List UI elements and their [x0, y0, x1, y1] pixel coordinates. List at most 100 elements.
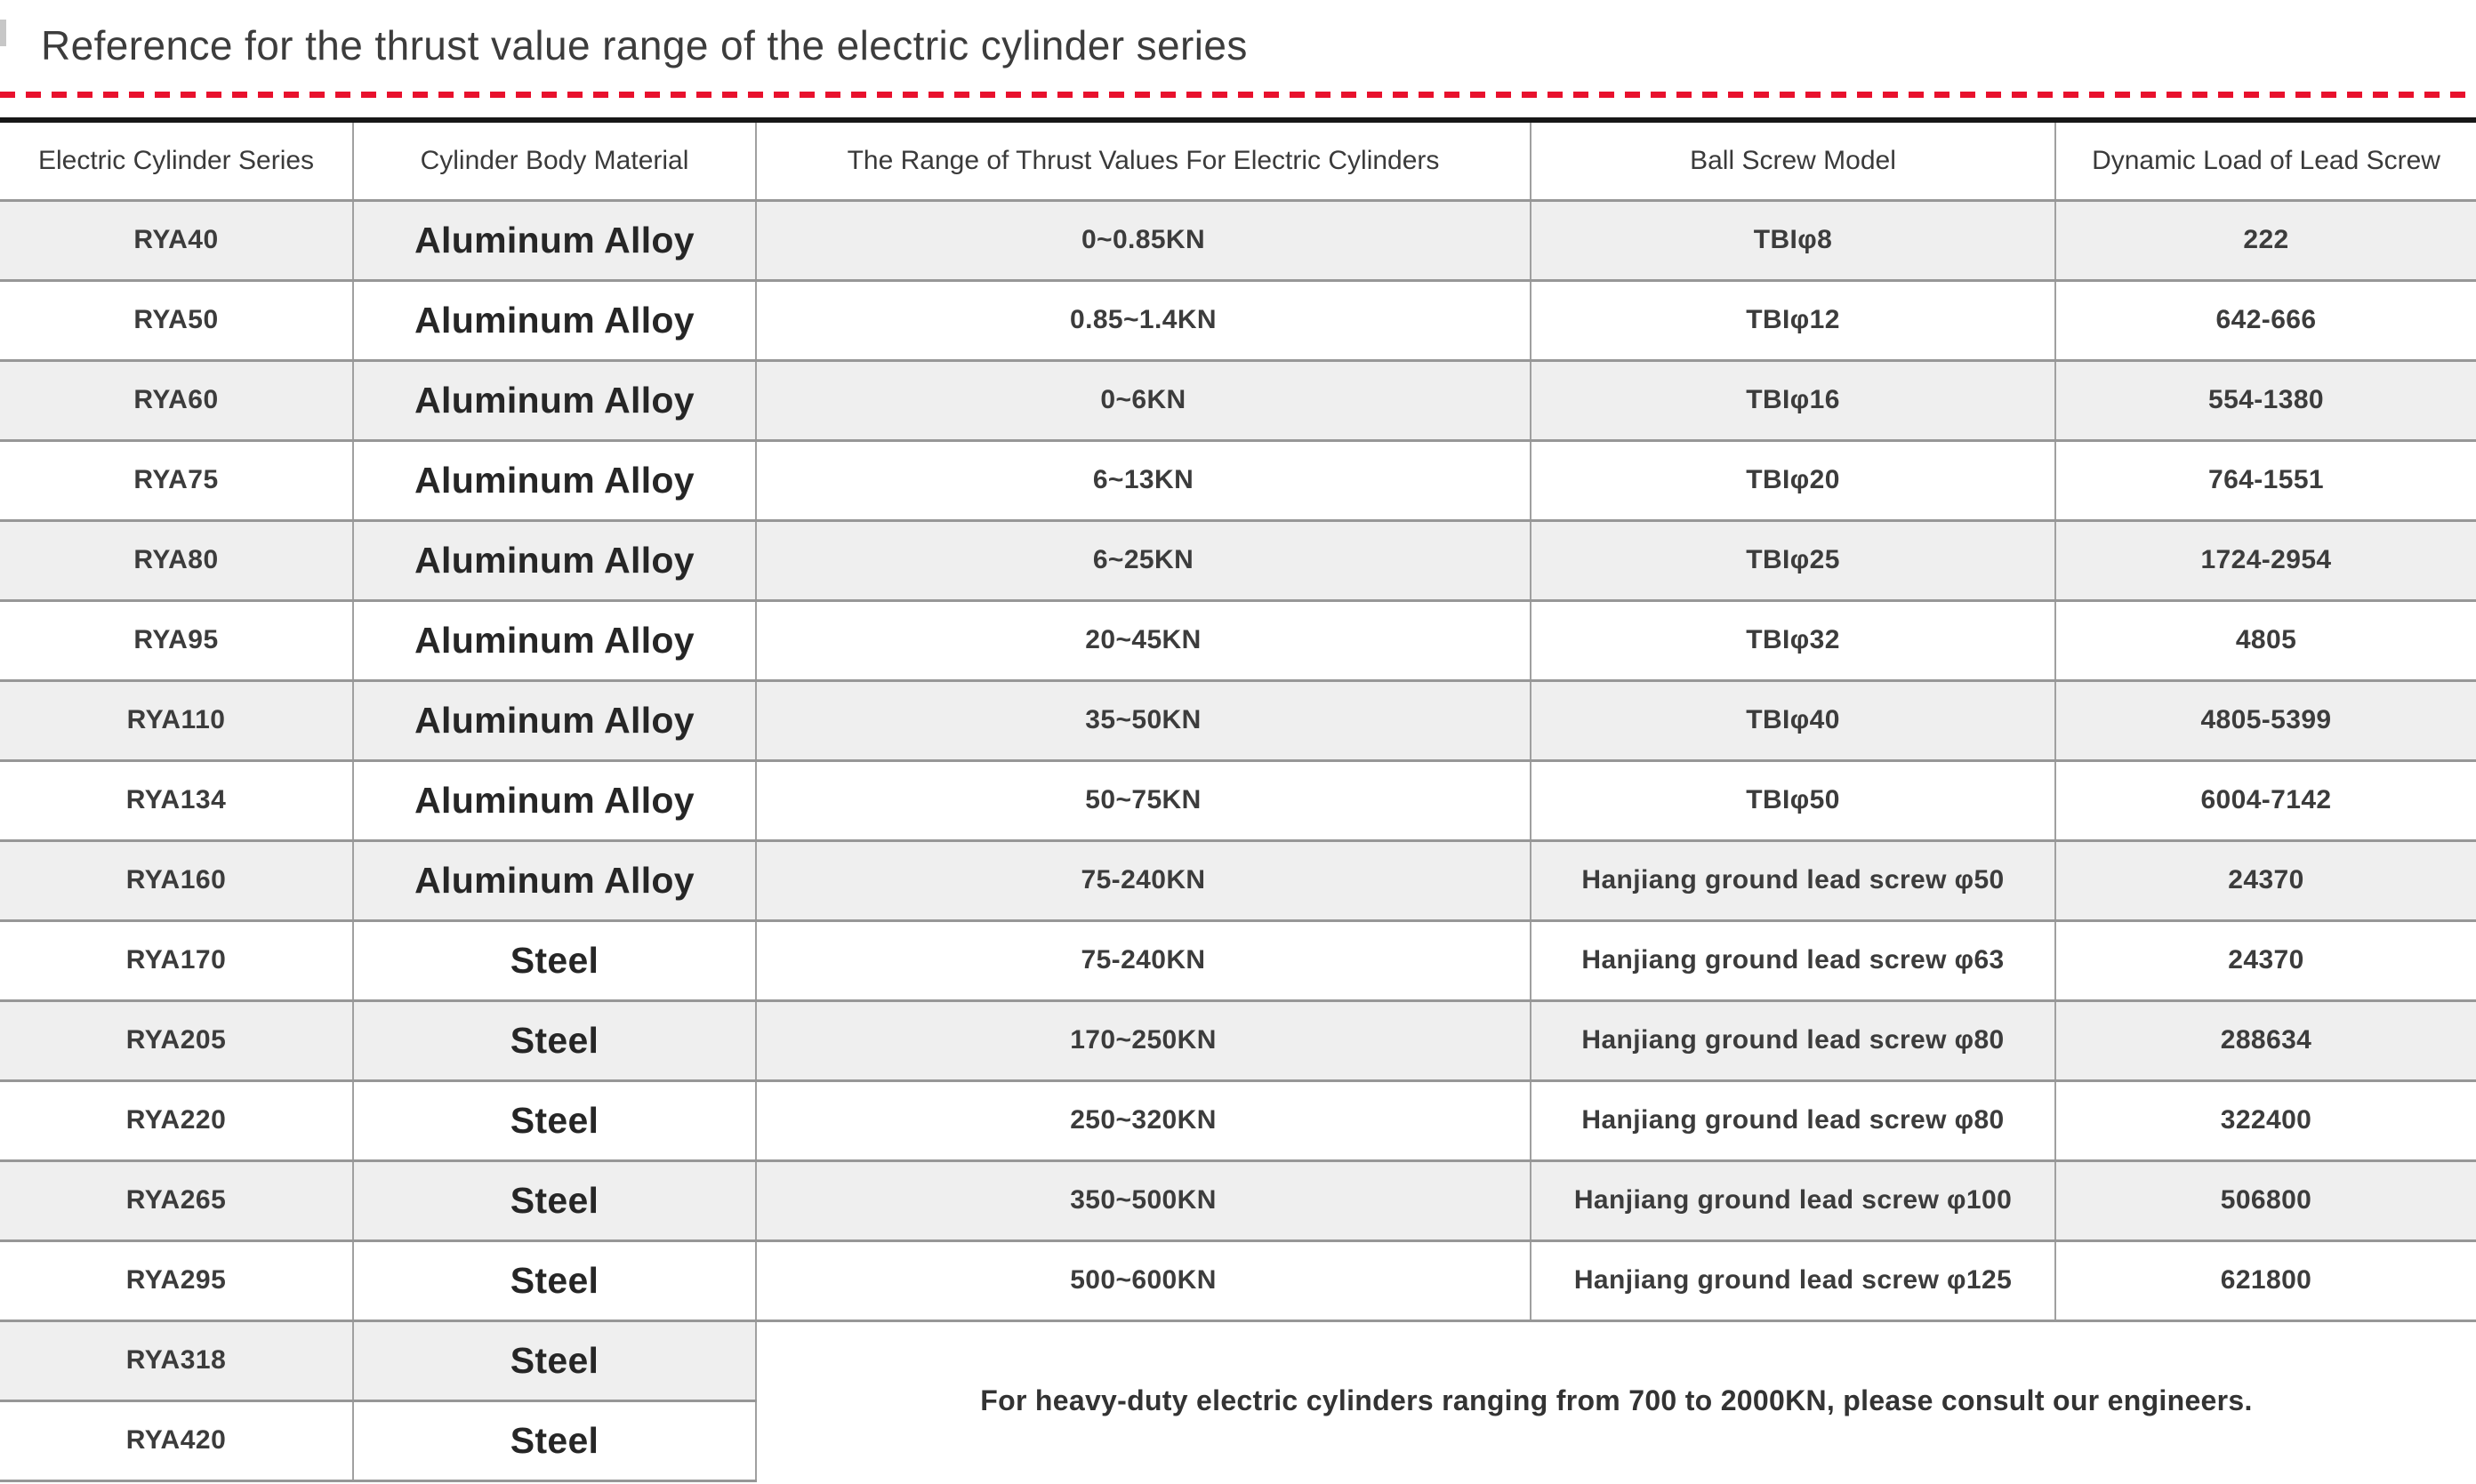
material-cell: Steel — [353, 1320, 757, 1402]
material-cell: Aluminum Alloy — [353, 280, 757, 362]
table-row: RYA80 Aluminum Alloy 6~25KN TBIφ25 1724-… — [0, 520, 2476, 602]
dynamic-load-cell: 288634 — [2055, 1000, 2476, 1082]
table-row: RYA110 Aluminum Alloy 35~50KN TBIφ40 480… — [0, 680, 2476, 762]
table-row: RYA265 Steel 350~500KN Hanjiang ground l… — [0, 1160, 2476, 1242]
table-row: RYA95 Aluminum Alloy 20~45KN TBIφ32 4805 — [0, 600, 2476, 682]
ball-screw-cell: Hanjiang ground lead screw φ80 — [1531, 1080, 2056, 1162]
dynamic-load-cell: 4805-5399 — [2055, 680, 2476, 762]
material-cell: Steel — [353, 920, 757, 1002]
thrust-range-cell: 75-240KN — [756, 840, 1531, 922]
dynamic-load-cell: 554-1380 — [2055, 360, 2476, 442]
thrust-range-cell: 350~500KN — [756, 1160, 1531, 1242]
thrust-reference-table: Electric Cylinder Series Cylinder Body M… — [0, 117, 2476, 1482]
table-row: RYA170 Steel 75-240KN Hanjiang ground le… — [0, 920, 2476, 1002]
thrust-range-cell: 6~25KN — [756, 520, 1531, 602]
material-cell: Aluminum Alloy — [353, 360, 757, 442]
column-header-dynamic-load: Dynamic Load of Lead Screw — [2055, 120, 2476, 202]
series-cell: RYA80 — [0, 520, 354, 602]
series-cell: RYA295 — [0, 1240, 354, 1322]
series-cell: RYA50 — [0, 280, 354, 362]
ball-screw-cell: TBIφ12 — [1531, 280, 2056, 362]
thrust-range-cell: 20~45KN — [756, 600, 1531, 682]
material-cell: Steel — [353, 1240, 757, 1322]
material-cell: Aluminum Alloy — [353, 520, 757, 602]
thrust-range-cell: 500~600KN — [756, 1240, 1531, 1322]
table-row: RYA318 Steel For heavy-duty electric cyl… — [0, 1320, 2476, 1480]
dynamic-load-cell: 24370 — [2055, 840, 2476, 922]
series-cell: RYA420 — [0, 1400, 354, 1482]
dynamic-load-cell: 322400 — [2055, 1080, 2476, 1162]
ball-screw-cell: Hanjiang ground lead screw φ50 — [1531, 840, 2056, 922]
header-row: Electric Cylinder Series Cylinder Body M… — [0, 120, 2476, 202]
material-cell: Aluminum Alloy — [353, 200, 757, 282]
heavy-duty-note-text: For heavy-duty electric cylinders rangin… — [980, 1384, 2253, 1417]
material-cell: Aluminum Alloy — [353, 600, 757, 682]
ball-screw-cell: Hanjiang ground lead screw φ63 — [1531, 920, 2056, 1002]
ball-screw-cell: TBIφ32 — [1531, 600, 2056, 682]
material-cell: Steel — [353, 1000, 757, 1082]
dynamic-load-cell: 24370 — [2055, 920, 2476, 1002]
series-cell: RYA40 — [0, 200, 354, 282]
ball-screw-cell: Hanjiang ground lead screw φ100 — [1531, 1160, 2056, 1242]
table-row: RYA75 Aluminum Alloy 6~13KN TBIφ20 764-1… — [0, 440, 2476, 522]
column-header-thrust-range: The Range of Thrust Values For Electric … — [756, 120, 1531, 202]
page-title: Reference for the thrust value range of … — [41, 22, 1248, 68]
left-edge-mark — [0, 20, 6, 46]
ball-screw-cell: TBIφ16 — [1531, 360, 2056, 442]
column-header-material: Cylinder Body Material — [353, 120, 757, 202]
dynamic-load-cell: 4805 — [2055, 600, 2476, 682]
dynamic-load-cell: 506800 — [2055, 1160, 2476, 1242]
table-row: RYA205 Steel 170~250KN Hanjiang ground l… — [0, 1000, 2476, 1082]
ball-screw-cell: Hanjiang ground lead screw φ125 — [1531, 1240, 2056, 1322]
dynamic-load-cell: 642-666 — [2055, 280, 2476, 362]
ball-screw-cell: TBIφ8 — [1531, 200, 2056, 282]
series-cell: RYA318 — [0, 1320, 354, 1402]
series-cell: RYA205 — [0, 1000, 354, 1082]
series-cell: RYA60 — [0, 360, 354, 442]
dynamic-load-cell: 621800 — [2055, 1240, 2476, 1322]
series-cell: RYA265 — [0, 1160, 354, 1242]
series-cell: RYA75 — [0, 440, 354, 522]
thrust-range-cell: 6~13KN — [756, 440, 1531, 522]
series-cell: RYA95 — [0, 600, 354, 682]
dynamic-load-cell: 222 — [2055, 200, 2476, 282]
material-cell: Steel — [353, 1080, 757, 1162]
dynamic-load-cell: 1724-2954 — [2055, 520, 2476, 602]
column-header-ball-screw: Ball Screw Model — [1531, 120, 2056, 202]
title-block: Reference for the thrust value range of … — [0, 0, 2476, 92]
ball-screw-cell: TBIφ50 — [1531, 760, 2056, 842]
table-row: RYA420 Steel — [0, 1400, 2476, 1482]
thrust-range-cell: 0.85~1.4KN — [756, 280, 1531, 362]
table-row: RYA50 Aluminum Alloy 0.85~1.4KN TBIφ12 6… — [0, 280, 2476, 362]
series-cell: RYA160 — [0, 840, 354, 922]
series-cell: RYA220 — [0, 1080, 354, 1162]
material-cell: Aluminum Alloy — [353, 840, 757, 922]
dynamic-load-cell: 764-1551 — [2055, 440, 2476, 522]
thrust-range-cell: 170~250KN — [756, 1000, 1531, 1082]
table-row: RYA220 Steel 250~320KN Hanjiang ground l… — [0, 1080, 2476, 1162]
ball-screw-cell: TBIφ20 — [1531, 440, 2056, 522]
material-cell: Steel — [353, 1400, 757, 1482]
table-row: RYA160 Aluminum Alloy 75-240KN Hanjiang … — [0, 840, 2476, 922]
thrust-range-cell: 35~50KN — [756, 680, 1531, 762]
material-cell: Aluminum Alloy — [353, 440, 757, 522]
red-dashed-divider — [0, 92, 2476, 98]
table-row: RYA295 Steel 500~600KN Hanjiang ground l… — [0, 1240, 2476, 1322]
heavy-duty-note-cell: For heavy-duty electric cylinders rangin… — [756, 1320, 2476, 1480]
table-row: RYA60 Aluminum Alloy 0~6KN TBIφ16 554-13… — [0, 360, 2476, 442]
dynamic-load-cell: 6004-7142 — [2055, 760, 2476, 842]
ball-screw-cell: TBIφ25 — [1531, 520, 2056, 602]
thrust-range-cell: 0~0.85KN — [756, 200, 1531, 282]
ball-screw-cell: TBIφ40 — [1531, 680, 2056, 762]
thrust-range-cell: 50~75KN — [756, 760, 1531, 842]
table-row: RYA134 Aluminum Alloy 50~75KN TBIφ50 600… — [0, 760, 2476, 842]
material-cell: Steel — [353, 1160, 757, 1242]
thrust-range-cell: 0~6KN — [756, 360, 1531, 442]
column-header-series: Electric Cylinder Series — [0, 120, 354, 202]
table-row: RYA40 Aluminum Alloy 0~0.85KN TBIφ8 222 — [0, 200, 2476, 282]
material-cell: Aluminum Alloy — [353, 760, 757, 842]
thrust-range-cell: 250~320KN — [756, 1080, 1531, 1162]
series-cell: RYA134 — [0, 760, 354, 842]
material-cell: Aluminum Alloy — [353, 680, 757, 762]
ball-screw-cell: Hanjiang ground lead screw φ80 — [1531, 1000, 2056, 1082]
